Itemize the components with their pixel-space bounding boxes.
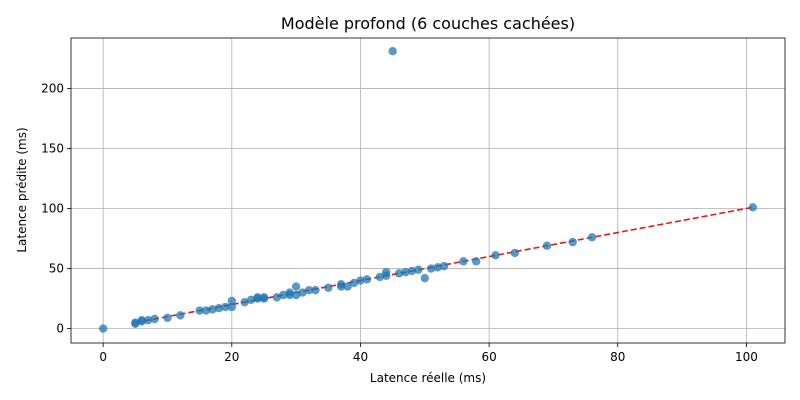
scatter-point bbox=[195, 306, 204, 315]
scatter-point bbox=[279, 290, 288, 300]
scatter-point bbox=[427, 264, 436, 273]
x-tick-label: 60 bbox=[481, 350, 496, 364]
scatter-point bbox=[401, 267, 410, 277]
scatter-point bbox=[748, 203, 758, 212]
scatter-point bbox=[291, 290, 301, 300]
scatter-point bbox=[259, 293, 269, 302]
scatter-point bbox=[291, 282, 301, 291]
scatter-point bbox=[542, 241, 552, 250]
scatter-point bbox=[163, 313, 172, 322]
x-tick-label: 100 bbox=[735, 350, 758, 364]
data-points bbox=[98, 47, 758, 333]
scatter-point bbox=[356, 276, 365, 285]
y-tick-label: 50 bbox=[49, 262, 64, 276]
scatter-point bbox=[472, 257, 481, 266]
reference-line-layer bbox=[135, 206, 753, 324]
scatter-point bbox=[459, 257, 468, 266]
reference-line bbox=[135, 206, 753, 324]
x-tick-label: 20 bbox=[224, 350, 239, 364]
chart-title: Modèle profond (6 couches cachées) bbox=[281, 14, 575, 33]
scatter-point bbox=[285, 288, 294, 297]
scatter-point bbox=[240, 297, 249, 307]
scatter-point bbox=[201, 306, 211, 315]
scatter-point bbox=[394, 269, 404, 278]
y-tick-label: 150 bbox=[41, 141, 64, 155]
scatter-point bbox=[176, 311, 185, 320]
scatter-point bbox=[491, 251, 500, 260]
scatter-point bbox=[407, 266, 417, 276]
scatter-point bbox=[298, 288, 307, 297]
scatter-point bbox=[150, 314, 159, 324]
y-tick-label: 100 bbox=[41, 202, 64, 216]
scatter-point bbox=[98, 324, 108, 333]
scatter-point bbox=[336, 279, 346, 289]
scatter-point bbox=[272, 293, 282, 302]
x-tick-label: 0 bbox=[99, 350, 107, 364]
x-tick-label: 40 bbox=[353, 350, 368, 364]
x-tick-label: 80 bbox=[610, 350, 625, 364]
grid-lines bbox=[71, 38, 785, 343]
scatter-point bbox=[311, 285, 320, 295]
scatter-point bbox=[253, 293, 262, 302]
scatter-point bbox=[208, 305, 217, 314]
scatter-point bbox=[227, 296, 237, 306]
scatter-point bbox=[221, 302, 230, 312]
scatter-point bbox=[568, 237, 577, 247]
plot-area-frame bbox=[70, 37, 786, 344]
scatter-point bbox=[414, 265, 423, 274]
scatter-point bbox=[324, 283, 333, 292]
scatter-point bbox=[388, 47, 397, 56]
scatter-point bbox=[433, 263, 442, 272]
scatter-point bbox=[439, 261, 449, 271]
scatter-point bbox=[227, 302, 237, 312]
scatter-point bbox=[510, 248, 520, 258]
scatter-point bbox=[587, 233, 597, 242]
y-tick-label: 0 bbox=[56, 322, 64, 336]
scatter-point bbox=[246, 295, 256, 304]
y-axis-label: Latence prédite (ms) bbox=[15, 127, 29, 252]
scatter-point bbox=[375, 272, 384, 282]
scatter-point bbox=[137, 315, 146, 325]
scatter-point bbox=[214, 303, 224, 313]
scatter-point bbox=[143, 315, 153, 325]
scatter-point bbox=[381, 267, 391, 277]
scatter-point bbox=[349, 278, 359, 288]
scatter-point bbox=[304, 285, 314, 295]
x-axis-label: Latence réelle (ms) bbox=[370, 371, 486, 385]
scatter-point bbox=[420, 273, 429, 283]
scatter-point bbox=[362, 275, 372, 284]
axis-ticks: 0 20 40 60 80 100 0 50 100 150 200 bbox=[41, 81, 758, 364]
scatter-point bbox=[131, 318, 140, 327]
y-tick-label: 200 bbox=[41, 81, 64, 95]
scatter-point bbox=[343, 282, 352, 291]
